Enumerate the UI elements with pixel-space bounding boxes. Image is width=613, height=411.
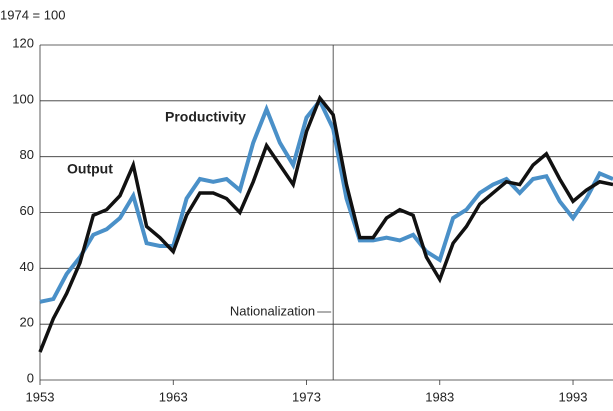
y-tick-label: 0 <box>27 370 34 385</box>
x-tick-label: 1983 <box>425 389 454 404</box>
x-tick-label: 1963 <box>159 389 188 404</box>
series-line <box>38 94 613 353</box>
y-tick-label: 100 <box>12 91 34 106</box>
x-tick-label: 1993 <box>559 389 588 404</box>
series-label: Output <box>67 161 113 177</box>
x-tick-label: 1953 <box>26 389 55 404</box>
y-axis-label: 1974 = 100 <box>0 7 65 22</box>
y-tick-label: 20 <box>20 315 34 330</box>
annotation: Nationalization <box>230 303 315 318</box>
series-line <box>39 97 613 304</box>
y-tick-label: 80 <box>20 147 34 162</box>
series-label: Productivity <box>165 109 246 125</box>
x-tick-label: 1973 <box>292 389 321 404</box>
y-tick-label: 40 <box>20 259 34 274</box>
y-tick-label: 120 <box>12 35 34 50</box>
y-tick-label: 60 <box>20 203 34 218</box>
